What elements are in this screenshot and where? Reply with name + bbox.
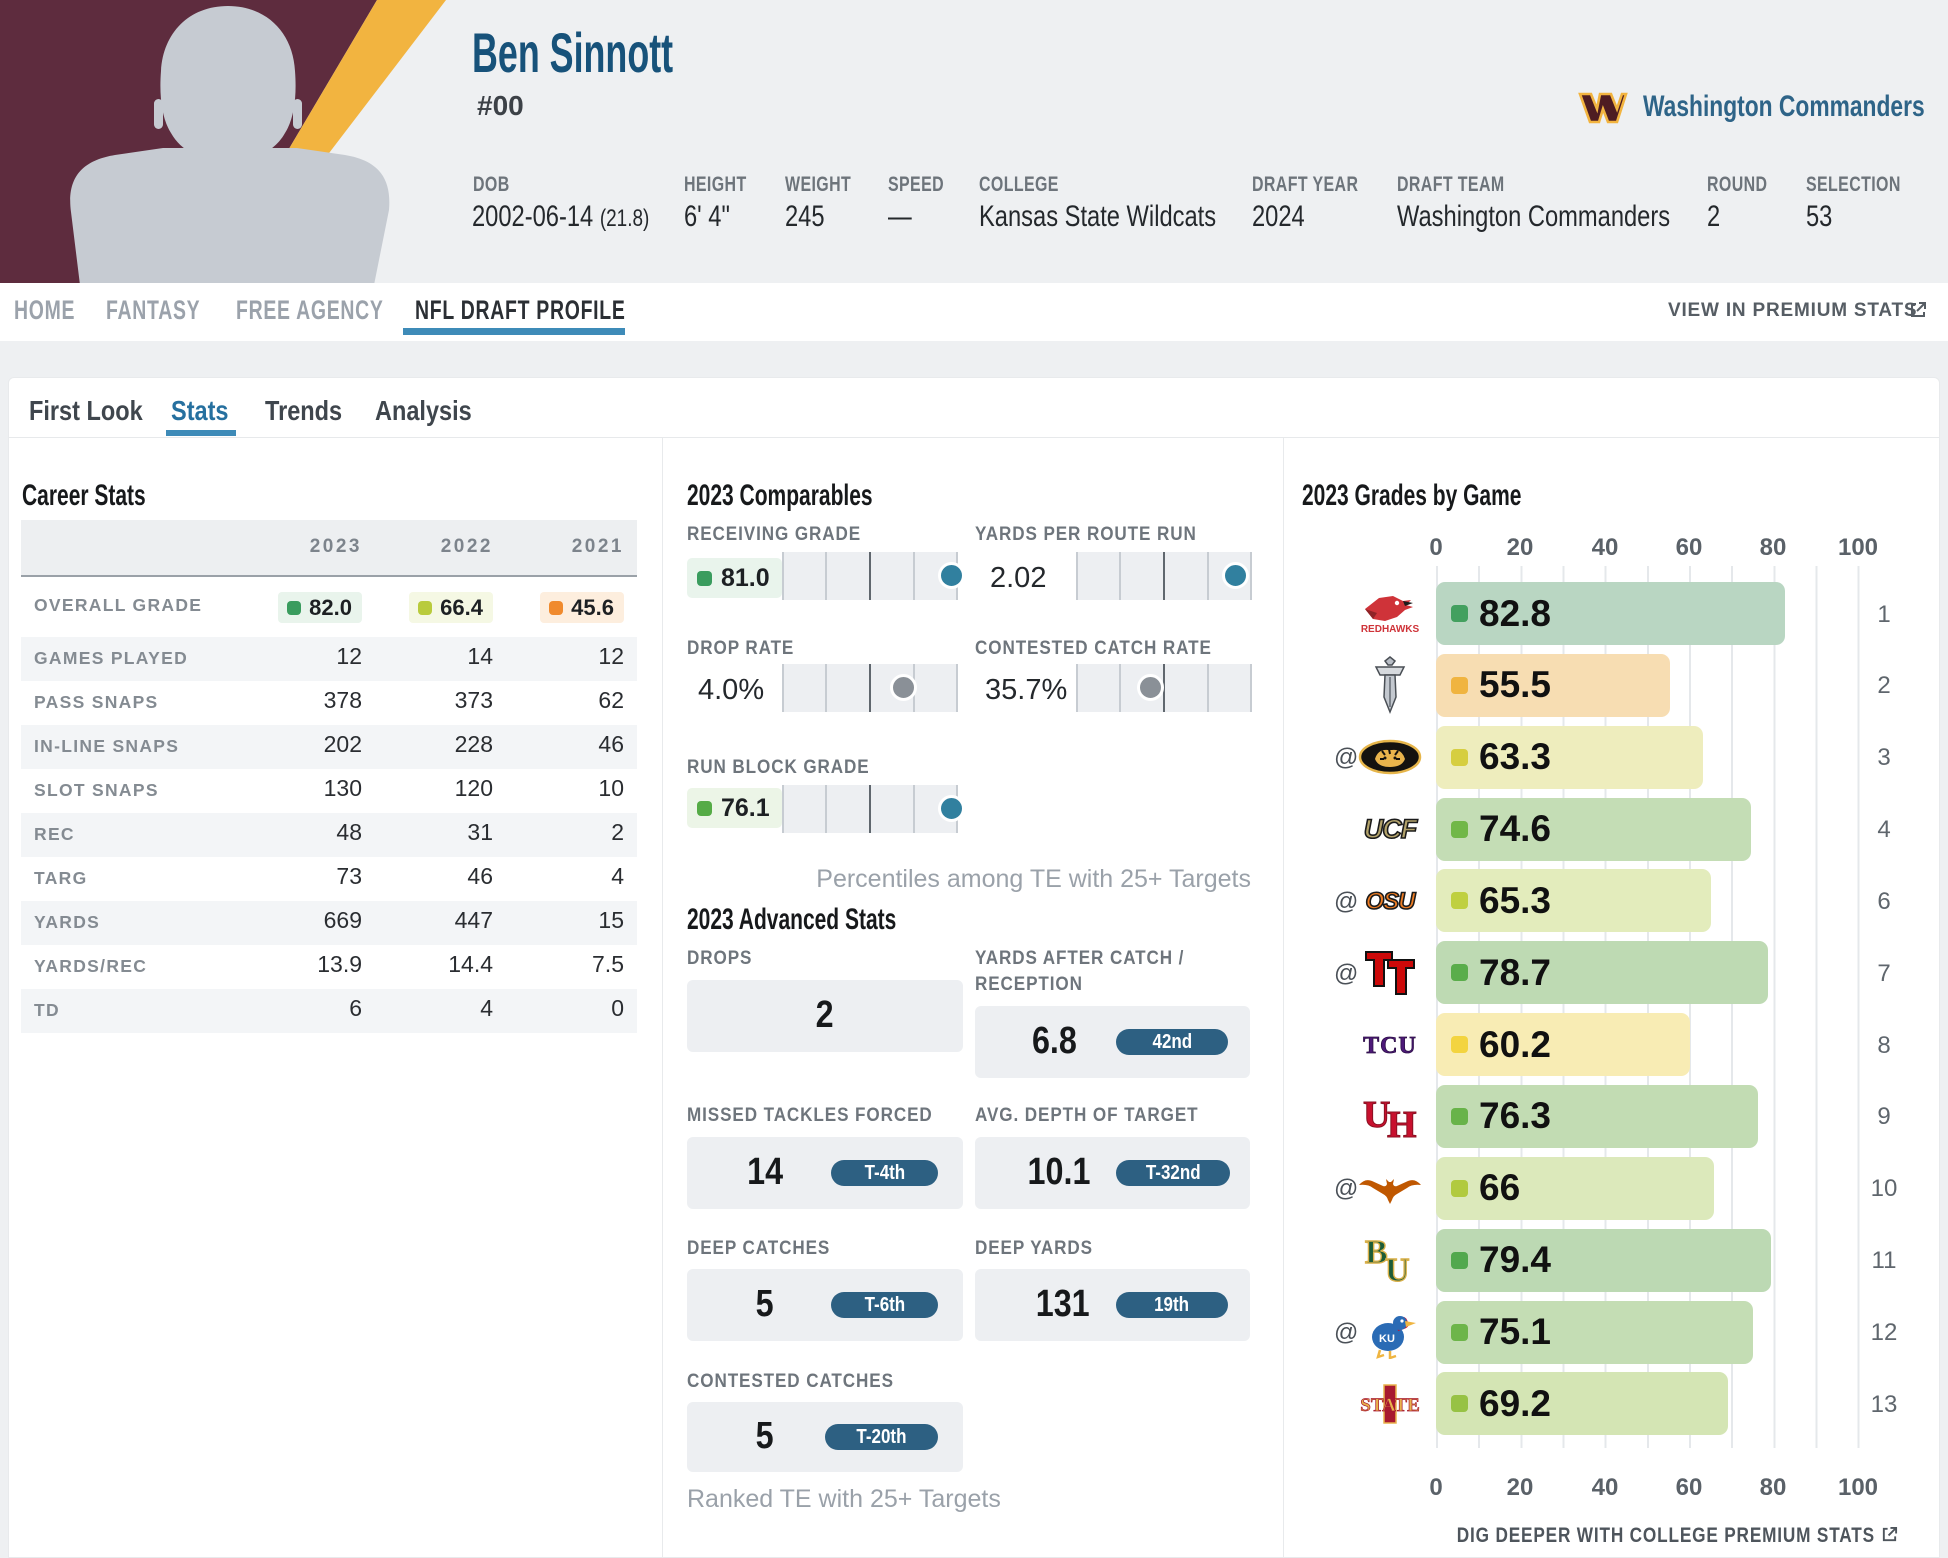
svg-text:OSU: OSU [1365,888,1416,915]
svg-text:TCU: TCU [1363,1033,1417,1059]
svg-text:B: B [1365,1234,1388,1271]
svg-text:U: U [1385,1252,1410,1287]
svg-text:UCF: UCF [1364,814,1419,844]
svg-text:H: H [1387,1104,1417,1141]
svg-text:U: U [1363,1094,1390,1136]
svg-text:REDHAWKS: REDHAWKS [1361,624,1420,635]
svg-text:STATE: STATE [1360,1395,1420,1416]
svg-text:KU: KU [1379,1333,1395,1345]
